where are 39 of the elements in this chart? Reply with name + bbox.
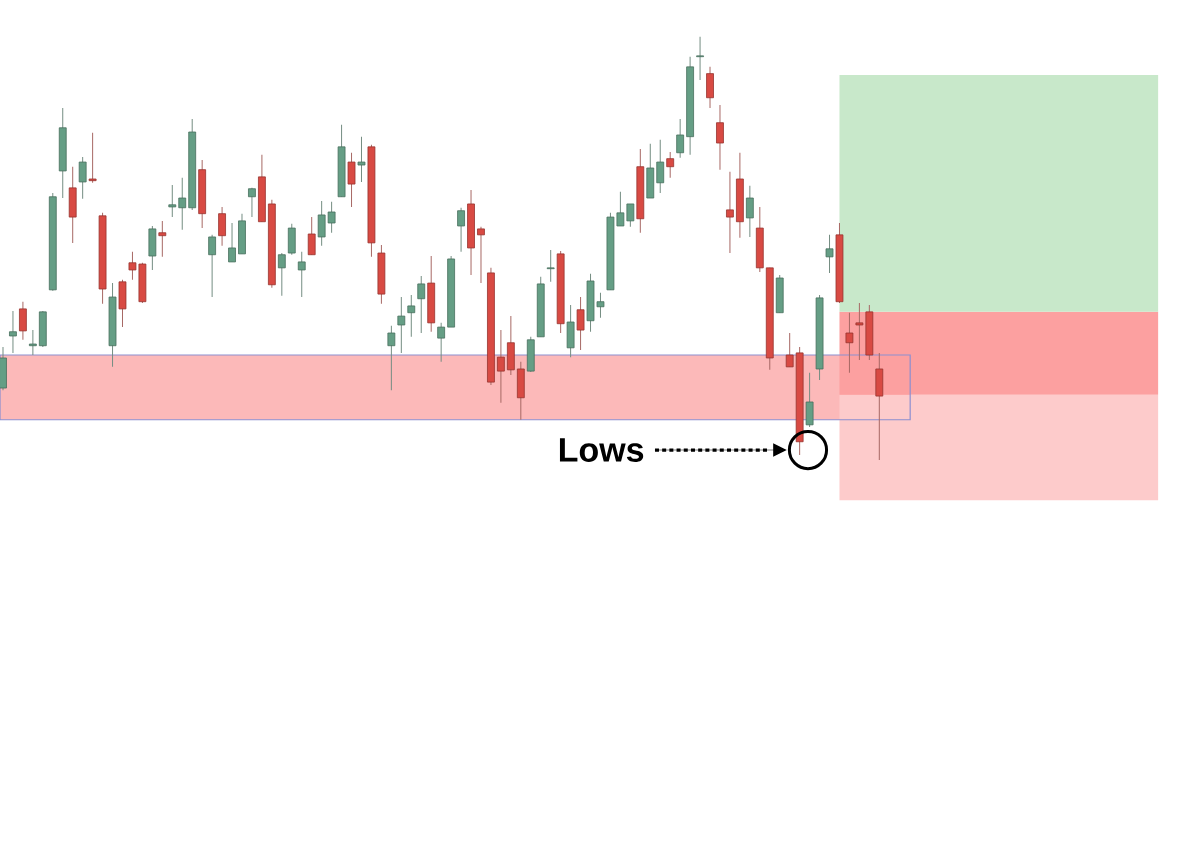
annotation: Lows: [559, 438, 644, 462]
candlestick: [158, 220, 167, 258]
candlestick: [297, 251, 306, 298]
candlestick: [19, 301, 27, 341]
candlestick: [208, 234, 216, 298]
candlestick: [168, 184, 177, 218]
candlestick: [696, 36, 704, 81]
candlestick: [307, 216, 316, 256]
candlestick: [437, 322, 446, 363]
candlestick: [805, 372, 814, 428]
candlestick: [178, 177, 187, 231]
candlestick: [716, 104, 724, 171]
candlestick: [78, 156, 87, 200]
candlestick: [745, 185, 754, 238]
candlestick: [497, 329, 505, 404]
candlestick: [785, 332, 794, 368]
candlestick: [656, 139, 665, 194]
candlestick: [397, 296, 406, 354]
candlestick: [9, 310, 17, 354]
candlestick: [407, 294, 416, 338]
candlestick: [845, 312, 854, 374]
candlestick: [477, 226, 485, 284]
candlestick: [347, 152, 356, 208]
candlestick: [825, 234, 834, 274]
candlestick: [726, 171, 734, 254]
candlestick: [387, 325, 396, 391]
candlestick: [417, 275, 426, 334]
candlestick: [546, 249, 555, 283]
candlestick: [248, 187, 256, 218]
candlestick: [28, 329, 37, 356]
candlestick: [88, 132, 97, 184]
candlestick: [228, 222, 236, 263]
candlestick: [666, 151, 675, 179]
candlestick: [218, 206, 226, 247]
candlestick: [576, 296, 585, 351]
candlestick: [277, 252, 286, 297]
candlestick: [357, 136, 366, 183]
candlestick: [676, 118, 685, 159]
candlestick: [457, 207, 465, 253]
